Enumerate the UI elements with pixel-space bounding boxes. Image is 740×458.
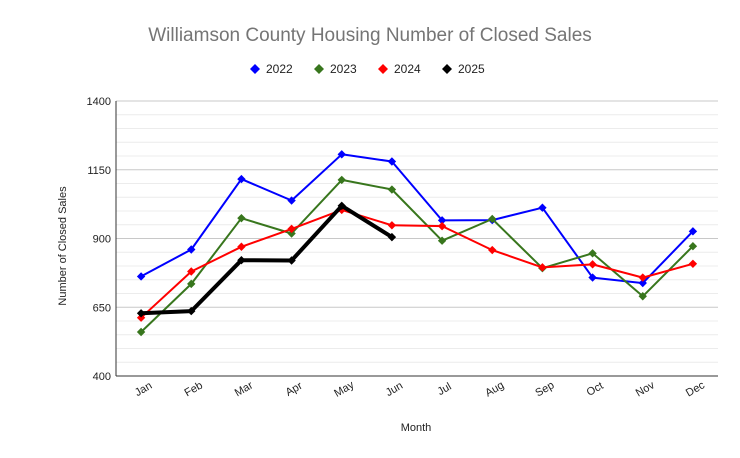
legend: 2022 2023 2024 2025: [250, 62, 485, 76]
data-point-2022-jan: [136, 272, 146, 281]
data-point-2023-apr: [287, 229, 296, 238]
data-point-2025-may: [337, 201, 346, 210]
data-point-2025-jan: [136, 309, 146, 318]
series-line-2025: [141, 203, 393, 316]
data-point-2024-jan: [136, 313, 146, 322]
x-tick-label: May: [332, 379, 356, 400]
legend-item-2023: 2023: [314, 62, 357, 76]
data-point-2022-jul: [437, 216, 447, 225]
data-point-2022-oct: [588, 273, 597, 282]
x-tick-label: Aug: [483, 379, 506, 399]
data-point-2025-apr: [287, 256, 296, 265]
data-point-2022-apr: [287, 196, 296, 205]
data-point-2023-may: [337, 175, 346, 185]
y-tick-label: 400: [93, 371, 111, 383]
data-point-2024-aug: [488, 245, 497, 255]
data-point-2022-nov: [638, 278, 647, 288]
y-tick-label: 650: [93, 302, 111, 314]
legend-marker-2025: [442, 64, 452, 74]
data-point-2024-dec: [688, 259, 698, 268]
data-point-2023-jan: [136, 327, 146, 337]
data-point-2024-sep: [538, 263, 547, 272]
data-point-2022-dec: [688, 227, 698, 236]
data-point-2024-jul: [437, 221, 447, 231]
data-point-2022-mar: [237, 174, 246, 184]
series-2024: [136, 205, 698, 322]
data-point-2023-oct: [588, 249, 597, 258]
data-point-2024-apr: [287, 224, 296, 234]
series-group: [136, 150, 698, 337]
data-point-2024-feb: [187, 267, 196, 276]
data-point-2025-jun: [387, 232, 397, 242]
data-point-2023-dec: [688, 242, 698, 251]
y-tick-label: 1400: [87, 96, 111, 108]
series-2022: [136, 150, 698, 288]
data-point-2024-nov: [638, 273, 647, 282]
series-line-2022: [140, 153, 694, 285]
x-tick-label: Sep: [533, 379, 556, 399]
legend-item-2025: 2025: [442, 62, 485, 76]
y-axis-title: Number of Closed Sales: [57, 186, 69, 306]
data-point-2023-jul: [437, 236, 447, 245]
legend-item-2022: 2022: [250, 62, 293, 76]
data-point-2023-aug: [488, 214, 497, 224]
legend-label-2025: 2025: [458, 62, 485, 76]
x-tick-label: Oct: [585, 380, 606, 399]
data-point-2023-jun: [387, 185, 397, 194]
x-tick-label: Feb: [183, 379, 205, 399]
legend-marker-2024: [378, 64, 388, 74]
data-point-2024-mar: [237, 242, 246, 251]
x-axis-title: Month: [401, 422, 432, 434]
x-tick-label: Jul: [435, 381, 453, 398]
x-tick-label: Mar: [233, 379, 256, 399]
data-point-2025-feb: [187, 306, 196, 316]
series-line-2024: [140, 208, 694, 319]
gridlines: [116, 100, 718, 363]
x-tick-label: Jun: [384, 380, 405, 399]
legend-label-2024: 2024: [394, 62, 421, 76]
data-point-2023-feb: [187, 279, 196, 289]
data-point-2024-jun: [387, 221, 397, 230]
data-point-2023-mar: [237, 213, 246, 223]
y-tick-label: 900: [93, 234, 111, 246]
data-point-2025-mar: [237, 256, 246, 265]
data-point-2022-may: [337, 150, 346, 159]
axes: [115, 101, 718, 377]
legend-item-2024: 2024: [378, 62, 421, 76]
series-line-2023: [140, 178, 694, 333]
legend-label-2023: 2023: [330, 62, 357, 76]
data-point-2022-jun: [387, 157, 397, 166]
y-axis-ticks: 400 650 900 1150 1400: [87, 96, 111, 383]
x-tick-label: Apr: [284, 380, 305, 399]
chart-title: Williamson County Housing Number of Clos…: [148, 25, 592, 46]
x-axis-ticks: Jan Feb Mar Apr May Jun Jul Aug Sep Oct Nov Dec: [133, 379, 707, 400]
series-2023: [136, 175, 698, 337]
data-point-2023-nov: [638, 292, 647, 301]
legend-marker-2022: [250, 64, 260, 74]
y-tick-label: 1150: [87, 165, 111, 177]
x-tick-label: Nov: [634, 379, 657, 399]
data-point-2022-feb: [187, 245, 196, 254]
legend-label-2022: 2022: [266, 62, 293, 76]
x-tick-label: Dec: [684, 379, 707, 399]
series-2025: [136, 201, 397, 318]
data-point-2024-oct: [588, 260, 597, 269]
x-tick-label: Jan: [133, 380, 154, 399]
data-point-2022-sep: [538, 203, 547, 212]
legend-marker-2023: [314, 64, 324, 74]
